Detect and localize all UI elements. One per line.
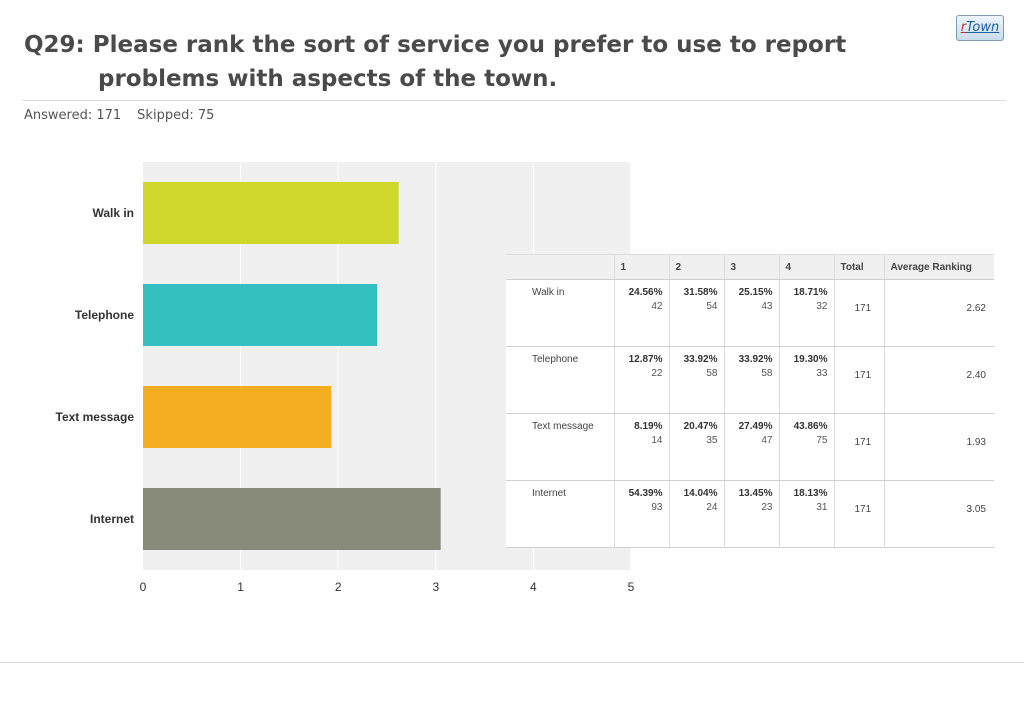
rank-cell: 54.39% 93 bbox=[613, 480, 669, 548]
rank-cell: 25.15% 43 bbox=[723, 279, 779, 347]
rtown-logo: rTown bbox=[956, 15, 1004, 41]
table-row: Text message 8.19% 14 20.47% 35 27.49% 47 4… bbox=[506, 413, 994, 481]
answered-count: Answered: 171 bbox=[24, 108, 122, 123]
rank-cell: 27.49% 47 bbox=[723, 413, 779, 481]
row-label: Text message bbox=[506, 413, 614, 481]
rank-cell: 33.92% 58 bbox=[723, 346, 779, 414]
row-label: Telephone bbox=[506, 346, 614, 414]
x-tick-label: 4 bbox=[530, 580, 537, 594]
category-label: Telephone bbox=[75, 308, 134, 322]
page-title: Q29: Please rank the sort of service you… bbox=[24, 28, 904, 96]
title-line-2: problems with aspects of the town. bbox=[98, 66, 558, 92]
header-cell: 1 bbox=[613, 254, 669, 280]
table-header-row: 1 2 3 4 Total Average Ranking bbox=[506, 254, 994, 280]
rank-cell: 43.86% 75 bbox=[778, 413, 834, 481]
average-cell: 3.05 bbox=[883, 480, 994, 548]
table-row: Walk in 24.56% 42 31.58% 54 25.15% 43 18.71… bbox=[506, 279, 994, 347]
rank-cell: 13.45% 23 bbox=[723, 480, 779, 548]
logo-r: r bbox=[960, 20, 967, 35]
rank-cell: 18.71% 32 bbox=[778, 279, 834, 347]
rank-cell: 8.19% 14 bbox=[613, 413, 669, 481]
average-cell: 1.93 bbox=[883, 413, 994, 481]
x-tick-label: 0 bbox=[140, 580, 147, 594]
ranking-table: 1 2 3 4 Total Average Ranking Walk in 24… bbox=[506, 254, 994, 548]
average-cell: 2.40 bbox=[883, 346, 994, 414]
average-cell: 2.62 bbox=[883, 279, 994, 347]
total-cell: 171 bbox=[833, 346, 884, 414]
rank-cell: 12.87% 22 bbox=[613, 346, 669, 414]
skipped-count: Skipped: 75 bbox=[137, 108, 215, 123]
x-tick-label: 5 bbox=[628, 580, 635, 594]
header-cell: 4 bbox=[778, 254, 834, 280]
rank-cell: 24.56% 42 bbox=[613, 279, 669, 347]
x-tick-label: 2 bbox=[335, 580, 342, 594]
category-label: Text message bbox=[56, 410, 135, 424]
header-cell: Total bbox=[833, 254, 884, 280]
rank-cell: 14.04% 24 bbox=[668, 480, 724, 548]
header-cell: Average Ranking bbox=[883, 254, 994, 280]
x-tick-label: 3 bbox=[432, 580, 439, 594]
total-cell: 171 bbox=[833, 413, 884, 481]
bar bbox=[143, 386, 332, 448]
title-divider bbox=[22, 100, 1006, 101]
bar bbox=[143, 182, 399, 244]
rank-cell: 31.58% 54 bbox=[668, 279, 724, 347]
rank-cell: 33.92% 58 bbox=[668, 346, 724, 414]
header-cell: 3 bbox=[723, 254, 779, 280]
x-tick-label: 1 bbox=[237, 580, 244, 594]
header-cell bbox=[506, 254, 614, 280]
title-line-1: Q29: Please rank the sort of service you… bbox=[24, 32, 847, 58]
category-label: Internet bbox=[90, 512, 134, 526]
table-row: Internet 54.39% 93 14.04% 24 13.45% 23 18.1… bbox=[506, 480, 994, 548]
table-row: Telephone 12.87% 22 33.92% 58 33.92% 58 19.… bbox=[506, 346, 994, 414]
row-label: Internet bbox=[506, 480, 614, 548]
response-counts: Answered: 171 Skipped: 75 bbox=[24, 108, 214, 123]
logo-town: Town bbox=[966, 20, 1000, 35]
bar bbox=[143, 284, 378, 346]
footer-divider bbox=[0, 662, 1024, 663]
rank-cell: 20.47% 35 bbox=[668, 413, 724, 481]
bar bbox=[143, 488, 441, 550]
row-label: Walk in bbox=[506, 279, 614, 347]
header-cell: 2 bbox=[668, 254, 724, 280]
total-cell: 171 bbox=[833, 279, 884, 347]
rank-cell: 19.30% 33 bbox=[778, 346, 834, 414]
category-label: Walk in bbox=[92, 206, 134, 220]
total-cell: 171 bbox=[833, 480, 884, 548]
rank-cell: 18.13% 31 bbox=[778, 480, 834, 548]
